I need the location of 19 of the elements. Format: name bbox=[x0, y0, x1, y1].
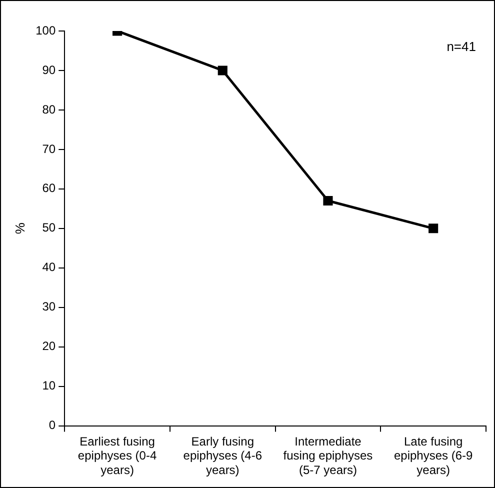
x-tick-label: Late fusing epiphyses (6-9 years) bbox=[394, 434, 474, 478]
y-tick-label: 80 bbox=[42, 102, 56, 116]
y-tick-label: 20 bbox=[42, 339, 56, 354]
annotation: n=41 bbox=[446, 39, 476, 54]
y-tick-label: 100 bbox=[36, 23, 56, 38]
y-tick-label: 90 bbox=[42, 62, 56, 77]
y-axis-title: % bbox=[12, 222, 28, 234]
point bbox=[323, 196, 333, 206]
x-tick-label: Intermediate fusing epiphyses (5-7 years) bbox=[283, 434, 373, 478]
x-tick-label: Earliest fusing epiphyses (0-4 years) bbox=[78, 434, 157, 478]
y-tick-label: 30 bbox=[42, 300, 56, 314]
point bbox=[428, 224, 438, 234]
y-tick-label: 60 bbox=[42, 181, 56, 196]
y-tick-label: 0 bbox=[48, 418, 56, 432]
y-tick-label: 40 bbox=[42, 260, 56, 274]
x-tick-label: Early fusing epiphyses (4-6 years) bbox=[183, 434, 262, 478]
y-tick-label: 50 bbox=[42, 220, 56, 235]
y-tick-label: 70 bbox=[42, 142, 56, 156]
y-tick-label: 10 bbox=[42, 378, 56, 393]
